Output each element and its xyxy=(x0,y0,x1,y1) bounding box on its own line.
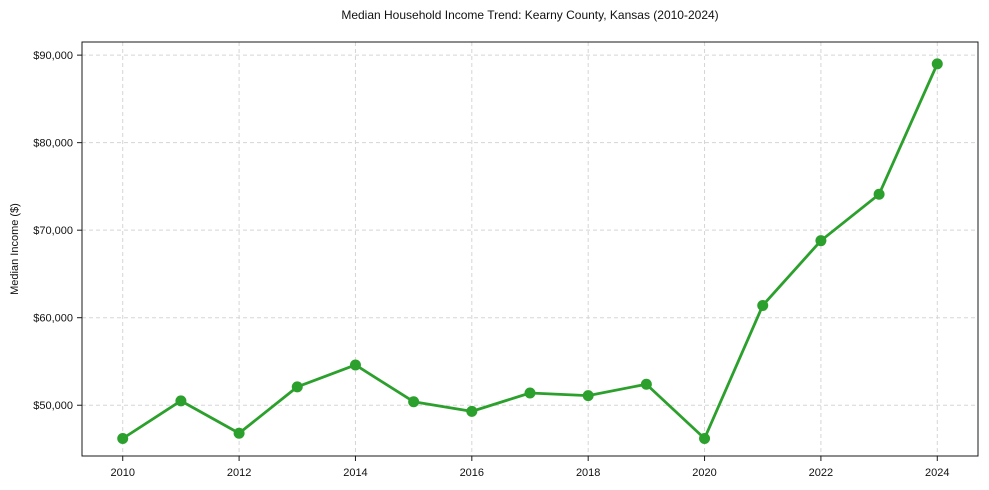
y-tick-label: $70,000 xyxy=(33,225,73,237)
axes-frame xyxy=(81,41,979,457)
chart-title: Median Household Income Trend: Kearny Co… xyxy=(341,8,719,22)
x-tick-label: 2014 xyxy=(343,467,367,479)
data-point-marker xyxy=(408,396,420,408)
income-trend-line xyxy=(121,62,939,440)
data-point-marker xyxy=(931,58,943,70)
x-tick-label: 2020 xyxy=(692,467,716,479)
x-tick-label: 2012 xyxy=(227,467,251,479)
x-tick-label: 2018 xyxy=(576,467,600,479)
data-point-marker xyxy=(524,387,536,399)
data-point-marker xyxy=(349,359,361,371)
data-point-marker xyxy=(640,378,652,390)
x-tick-label: 2010 xyxy=(110,467,134,479)
data-point-marker xyxy=(466,405,478,417)
y-tick-label: $60,000 xyxy=(33,313,73,325)
data-point-marker xyxy=(873,188,885,200)
y-tick-label: $50,000 xyxy=(33,400,73,412)
data-point-marker xyxy=(175,395,187,407)
y-tick-label: $90,000 xyxy=(33,50,73,62)
data-point-marker xyxy=(815,235,827,247)
x-tick-label: 2016 xyxy=(460,467,484,479)
data-point-marker xyxy=(233,427,245,439)
data-point-marker xyxy=(117,432,129,444)
data-point-marker xyxy=(291,381,303,393)
data-point-marker xyxy=(757,299,769,311)
data-point-marker xyxy=(582,390,594,402)
x-tick-label: 2022 xyxy=(809,467,833,479)
x-tick-label: 2024 xyxy=(925,467,949,479)
data-point-marker xyxy=(699,432,711,444)
y-tick-label: $80,000 xyxy=(33,138,73,150)
